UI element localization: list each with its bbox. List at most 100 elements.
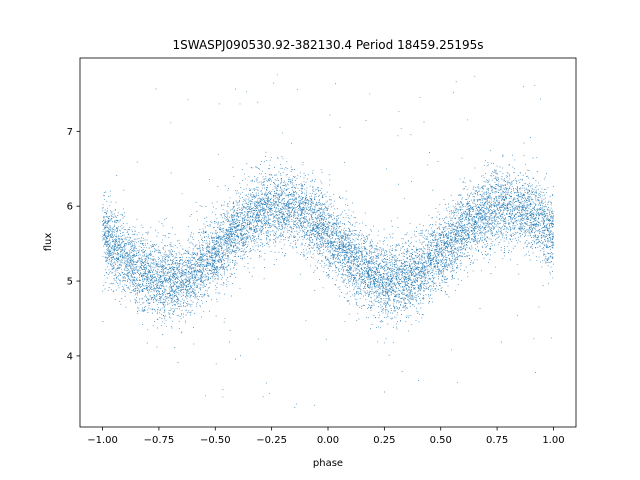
data-point: [383, 268, 385, 270]
data-point: [110, 263, 111, 265]
data-point: [523, 228, 525, 230]
data-point: [148, 291, 149, 293]
data-point: [542, 195, 544, 197]
data-point: [481, 231, 483, 233]
data-point: [542, 214, 544, 216]
data-point: [301, 226, 303, 228]
data-point: [489, 217, 490, 219]
data-point: [218, 278, 220, 280]
data-point: [410, 134, 412, 136]
data-point: [309, 222, 311, 224]
data-point: [360, 305, 362, 307]
data-point: [257, 205, 259, 207]
data-point: [224, 233, 226, 235]
data-point: [384, 251, 385, 253]
data-point: [391, 284, 393, 286]
data-point: [265, 231, 267, 233]
data-point: [503, 209, 505, 211]
data-point: [252, 218, 254, 220]
data-point: [270, 157, 272, 159]
data-point: [378, 230, 380, 232]
data-point: [351, 233, 352, 235]
data-point: [241, 219, 243, 221]
data-point: [260, 205, 262, 207]
data-point: [287, 197, 289, 199]
data-point: [170, 275, 172, 277]
data-point: [216, 274, 218, 276]
data-point: [113, 243, 115, 245]
data-point: [494, 201, 496, 203]
data-point: [297, 187, 299, 189]
data-point: [265, 220, 267, 222]
data-point: [393, 284, 395, 286]
data-point: [505, 226, 507, 228]
data-point: [549, 271, 551, 273]
data-point: [527, 230, 529, 232]
data-point: [369, 277, 371, 279]
data-point: [547, 247, 549, 249]
data-point: [152, 263, 154, 265]
data-point: [351, 263, 353, 265]
data-point: [301, 200, 303, 202]
data-point: [312, 210, 314, 212]
data-point: [415, 257, 417, 259]
data-point: [315, 232, 317, 234]
data-point: [442, 226, 444, 228]
data-point: [443, 237, 445, 239]
data-point: [148, 302, 150, 304]
data-point: [439, 219, 441, 221]
data-point: [468, 230, 470, 232]
data-point: [338, 270, 340, 272]
data-point: [547, 257, 549, 259]
data-point: [306, 178, 308, 180]
data-point: [257, 338, 259, 340]
data-point: [438, 271, 440, 273]
data-point: [286, 216, 288, 218]
data-point: [519, 221, 521, 223]
data-point: [536, 259, 538, 261]
data-point: [118, 229, 120, 231]
data-point: [350, 278, 352, 280]
data-point: [240, 212, 242, 214]
data-point: [545, 247, 547, 248]
data-point: [158, 249, 160, 251]
data-point: [162, 259, 163, 261]
data-point: [422, 265, 424, 267]
data-point: [355, 279, 357, 281]
data-point: [223, 233, 225, 235]
data-point: [433, 229, 435, 231]
data-point: [123, 245, 125, 247]
data-point: [477, 227, 479, 229]
data-point: [483, 222, 485, 224]
data-point: [406, 303, 408, 304]
data-point: [159, 278, 161, 280]
data-point: [243, 189, 245, 190]
data-point: [349, 260, 351, 262]
data-point: [119, 283, 121, 285]
data-point: [208, 246, 210, 247]
data-point: [199, 254, 201, 255]
data-point: [236, 252, 238, 254]
data-point: [104, 244, 106, 246]
data-point: [251, 249, 252, 251]
data-point: [339, 196, 341, 198]
data-point: [547, 187, 549, 189]
data-point: [168, 303, 170, 305]
data-point: [418, 380, 419, 381]
data-point: [409, 294, 411, 296]
data-point: [376, 295, 378, 297]
data-point: [299, 208, 301, 210]
data-point: [419, 298, 421, 300]
data-point: [549, 261, 551, 263]
data-point: [453, 212, 454, 214]
data-point: [164, 259, 166, 261]
data-point: [244, 254, 246, 256]
data-point: [274, 195, 276, 197]
data-point: [156, 286, 158, 288]
data-point: [124, 295, 126, 297]
data-point: [504, 214, 506, 216]
data-point: [370, 286, 372, 288]
data-point: [456, 234, 457, 236]
data-point: [338, 267, 340, 269]
data-point: [528, 185, 530, 186]
